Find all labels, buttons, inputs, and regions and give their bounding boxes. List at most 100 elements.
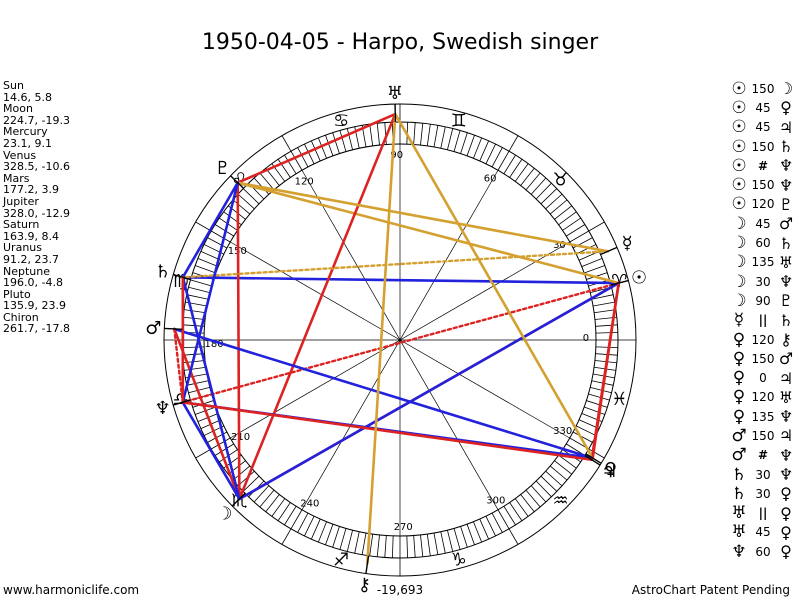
division-line	[230, 241, 570, 439]
degree-tick	[325, 135, 334, 156]
aspect-line	[393, 112, 594, 460]
aspect-planet-2-glyph: ♆	[778, 407, 794, 427]
degree-tick	[545, 470, 563, 487]
aspect-planet-1-glyph: ♆	[731, 541, 747, 562]
aspect-planet-1-glyph: ♀	[732, 348, 746, 369]
degree-label: 90	[390, 150, 403, 161]
degree-tick	[460, 526, 468, 548]
sign-divider	[508, 528, 519, 545]
degree-label: 270	[394, 522, 413, 533]
planet-name: Pluto	[3, 287, 31, 301]
aspect-planet-2-glyph: ♀	[780, 503, 792, 523]
planet-name: Sun	[3, 79, 24, 92]
aspect-row: ♀ 135 ♆	[728, 407, 796, 427]
planet-marker	[585, 453, 602, 464]
aspect-planet-2-glyph: ♃	[778, 117, 794, 137]
degree-tick	[514, 163, 529, 182]
degree-tick	[535, 480, 552, 498]
degree-tick	[569, 230, 589, 243]
aspect-row: ☉ 150 ♆	[728, 175, 796, 195]
aspect-angle: 60	[755, 236, 771, 251]
planet-marker	[230, 175, 244, 189]
aspect-row: ☽ 45 ♂	[728, 213, 796, 234]
degree-tick	[540, 475, 558, 492]
aspect-planet-1-glyph: ☽	[731, 213, 747, 234]
sign-divider	[195, 221, 212, 232]
degree-tick	[595, 331, 618, 334]
degree-tick	[265, 167, 280, 186]
degree-tick	[549, 465, 568, 481]
aspect-planet-1-glyph: ☉	[731, 155, 747, 176]
degree-tick	[242, 475, 260, 492]
degree-tick	[420, 534, 424, 557]
aspect-line	[181, 181, 240, 279]
planet-coords: 177.2, 3.9	[3, 183, 59, 197]
aspect-planet-1-glyph: ♀	[732, 387, 746, 408]
planet-name: Mercury	[3, 125, 48, 139]
aspect-planet-1-glyph: ♂	[731, 445, 747, 466]
planet-name: Venus	[3, 148, 37, 162]
aspect-planet-1-glyph: ☉	[731, 136, 747, 157]
degree-tick	[384, 535, 387, 558]
aspect-line	[173, 327, 184, 404]
aspect-line	[236, 112, 397, 185]
footer-website[interactable]: www.harmoniclife.com	[3, 583, 140, 597]
aspect-planet-2-glyph: ♆	[778, 465, 794, 485]
degree-tick	[509, 159, 523, 178]
chart-title: 1950-04-05 - Harpo, Swedish singer	[201, 30, 599, 55]
sign-divider	[281, 135, 292, 152]
aspect-planet-1-glyph: ♄	[731, 464, 747, 485]
aspect-planet-2-glyph: ♄	[778, 310, 794, 330]
planet-coords: 163.9, 8.4	[3, 229, 59, 243]
degree-tick	[232, 465, 251, 481]
aspect-row: ♀ 120 ⚷	[728, 330, 796, 350]
degree-tick	[211, 230, 231, 243]
degree-tick	[497, 151, 510, 171]
degree-tick	[584, 265, 605, 274]
aspect-planet-2-glyph: ☽	[778, 79, 794, 99]
aspect-row: ☽ 30 ♆	[728, 272, 796, 292]
aspect-row: ♀ 120 ♅	[728, 387, 796, 408]
degree-tick	[594, 309, 616, 314]
aspect-angle: 45	[755, 100, 771, 115]
aspect-angle: 30	[755, 486, 771, 501]
degree-tick	[575, 425, 597, 436]
degree-tick	[277, 502, 291, 521]
degree-tick	[433, 125, 439, 148]
degree-tick	[207, 237, 228, 249]
sign-divider	[588, 221, 605, 232]
degree-tick	[242, 188, 260, 205]
degree-tick	[491, 147, 503, 168]
degree-tick	[588, 393, 610, 401]
aspect-line	[181, 181, 240, 404]
degree-tick	[549, 199, 568, 215]
aspect-row: ☽ 60 ♄	[728, 233, 796, 253]
degree-tick	[509, 502, 523, 521]
aspect-line	[181, 400, 593, 462]
planet-glyph: ♄	[155, 262, 171, 283]
degree-tick	[460, 132, 468, 154]
degree-tick	[346, 128, 353, 150]
planet-coords: 328.5, -10.6	[3, 160, 70, 174]
aspect-angle: 150	[751, 178, 775, 193]
aspect-row: ♄ 30 ♆	[728, 464, 796, 485]
aspect-row: ♆ 60 ♀	[728, 541, 796, 562]
planet-marker	[584, 454, 601, 466]
degree-tick	[590, 387, 612, 394]
degree-tick	[447, 530, 454, 552]
degree-tick	[575, 244, 597, 255]
planet-glyph: ☉	[631, 268, 647, 289]
degree-tick	[284, 154, 297, 174]
planet-marker	[173, 273, 191, 281]
degree-tick	[310, 140, 321, 162]
degree-tick	[453, 130, 461, 152]
planet-name: Jupiter	[3, 194, 39, 208]
degree-tick	[558, 211, 577, 226]
degree-label: 120	[295, 177, 314, 188]
aspect-planet-1-glyph: ☉	[731, 97, 747, 118]
degree-tick	[514, 498, 529, 517]
footer-credit: AstroChart Patent Pending	[631, 583, 790, 597]
planet-name: Mars	[3, 171, 30, 185]
planet-position-list: Sun 14.6, 5.8 Moon 224.7, -19.3 Mercury 23.1,…	[3, 80, 70, 335]
